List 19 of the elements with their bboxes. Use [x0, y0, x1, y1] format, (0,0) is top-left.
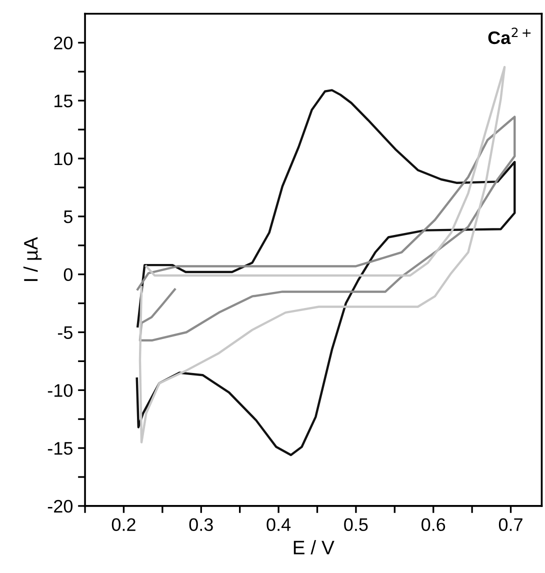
y-tick-label: -20 [48, 500, 73, 513]
y-tick-label: 20 [54, 36, 73, 50]
x-axis-title: E / V [294, 540, 334, 554]
x-tick-label: 0.4 [266, 518, 291, 532]
x-tick-label: 0.7 [498, 518, 522, 532]
x-tick-label: 0.3 [189, 518, 213, 532]
annotation: Ca$^{2+}$ [488, 28, 531, 44]
y-tick-label: 15 [54, 94, 72, 108]
line-series [136, 116, 516, 342]
x-tick-label: 0.5 [344, 518, 368, 532]
y-tick-label: 0 [64, 268, 73, 282]
y-axis-title: I / µA [23, 237, 42, 281]
y-tick-label: -10 [48, 384, 73, 397]
y-tick-label: 10 [54, 152, 73, 166]
x-tick-label: 0.2 [112, 518, 136, 532]
y-tick-label: -5 [58, 326, 72, 339]
y-tick-label: -15 [48, 442, 72, 455]
y-tick-label: 5 [64, 210, 72, 224]
x-tick-label: 0.6 [422, 518, 446, 532]
